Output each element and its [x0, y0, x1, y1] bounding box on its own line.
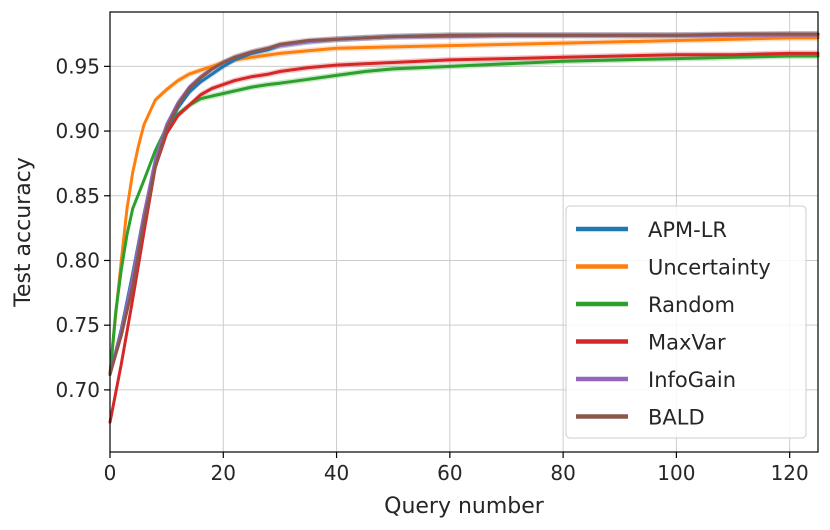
x-axis-label: Query number	[384, 494, 545, 519]
series-line-random	[108, 54, 820, 376]
y-tick-label: 0.75	[55, 313, 100, 337]
axis-ticks: 0 20 40 60 80 100 120 0.70 0.75 0.80 0.85 0.90 0.95	[55, 54, 808, 485]
y-axis-label: Test accuracy	[11, 157, 36, 308]
series-lines	[108, 32, 820, 424]
y-tick-label: 0.90	[55, 119, 100, 143]
x-tick-label: 0	[104, 461, 117, 485]
x-tick-label: 100	[657, 461, 695, 485]
legend-label-random: Random	[648, 293, 735, 317]
legend-label-apm-lr: APM-LR	[648, 218, 727, 242]
x-tick-label: 120	[771, 461, 809, 485]
legend-label-uncertainty: Uncertainty	[648, 256, 771, 280]
legend-label-maxvar: MaxVar	[648, 331, 726, 355]
x-tick-label: 40	[324, 461, 349, 485]
y-tick-label: 0.80	[55, 248, 100, 272]
x-tick-label: 20	[211, 461, 236, 485]
x-tick-label: 80	[550, 461, 575, 485]
series-line-bald	[108, 32, 820, 376]
plot-frame	[109, 11, 819, 453]
legend: APM-LR Uncertainty Random MaxVar InfoGain BAL…	[565, 205, 807, 439]
y-tick-label: 0.95	[55, 54, 100, 78]
y-tick-label: 0.70	[55, 378, 100, 402]
legend-label-infogain: InfoGain	[648, 368, 736, 392]
y-tick-label: 0.85	[55, 184, 100, 208]
x-tick-label: 60	[437, 461, 462, 485]
legend-label-bald: BALD	[648, 406, 705, 430]
